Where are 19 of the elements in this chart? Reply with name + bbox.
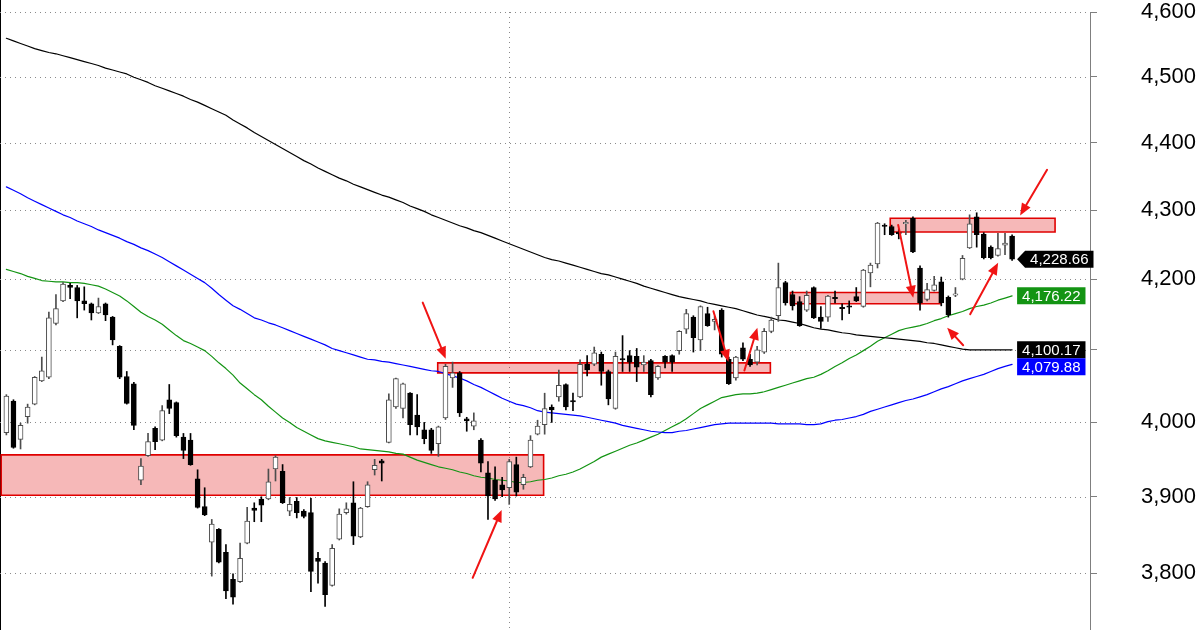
y-tick-label: 4,400 [1140, 128, 1196, 154]
candlestick [818, 306, 824, 329]
y-tick-label: 4,600 [1140, 0, 1196, 24]
y-tick-label: 3,900 [1140, 482, 1196, 508]
y-tick-label: 4,500 [1140, 62, 1196, 88]
candlestick [570, 392, 576, 412]
candlestick [67, 283, 73, 300]
text: 4,228.66 [1030, 250, 1089, 268]
y-tick-label: 4,300 [1140, 196, 1196, 222]
candlestick [463, 416, 470, 432]
candlestick [315, 551, 321, 584]
y-tick-label: 4,200 [1140, 265, 1196, 291]
data-label: 4,079.88 [1022, 357, 1081, 375]
candlestick [251, 502, 258, 523]
y-tick-label: 3,800 [1140, 559, 1196, 585]
data-label: 4,176.22 [1022, 286, 1081, 304]
y-tick-label: 4,000 [1140, 408, 1196, 434]
data-label: 4,100.17 [1022, 340, 1081, 358]
candlestick [846, 300, 853, 314]
